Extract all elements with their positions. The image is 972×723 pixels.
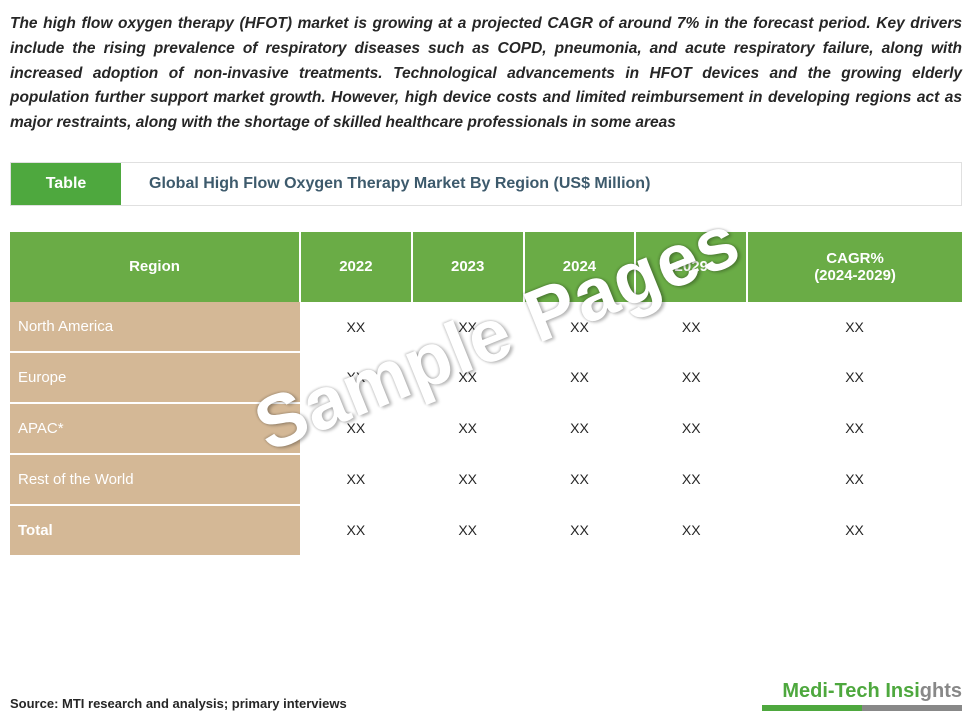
cell: XX [747,454,962,505]
cell: XX [635,352,747,403]
table-row: Rest of the World XX XX XX XX XX [10,454,962,505]
table-row: Europe XX XX XX XX XX [10,352,962,403]
cell: XX [524,403,636,454]
cell: XX [747,505,962,556]
cell: XX [300,403,412,454]
table-row: APAC* XX XX XX XX XX [10,403,962,454]
col-2024: 2024 [524,232,636,302]
col-2022: 2022 [300,232,412,302]
cell: XX [412,302,524,352]
cell: XX [635,454,747,505]
col-2023: 2023 [412,232,524,302]
cell-region: Europe [10,352,300,403]
cell: XX [412,505,524,556]
cell: XX [300,454,412,505]
col-cagr: CAGR% (2024-2029) [747,232,962,302]
cell-region: APAC* [10,403,300,454]
intro-paragraph: The high flow oxygen therapy (HFOT) mark… [10,12,962,136]
cell: XX [747,403,962,454]
cell: XX [635,403,747,454]
cell-region: North America [10,302,300,352]
market-table: Region 2022 2023 2024 2029 CAGR% (2024-2… [10,232,962,557]
cell: XX [747,352,962,403]
table-header-bar: Table Global High Flow Oxygen Therapy Ma… [10,162,962,206]
cell: XX [300,302,412,352]
brand-underline [762,705,962,711]
cell: XX [524,302,636,352]
cell-region: Total [10,505,300,556]
cell: XX [635,302,747,352]
col-2029: 2029 [635,232,747,302]
cell: XX [300,505,412,556]
source-text: Source: MTI research and analysis; prima… [10,696,347,711]
cell: XX [524,505,636,556]
table-row: North America XX XX XX XX XX [10,302,962,352]
cell: XX [300,352,412,403]
table-row-total: Total XX XX XX XX XX [10,505,962,556]
cell: XX [747,302,962,352]
brand-green: Medi-Tech Insi [782,680,919,702]
cell: XX [412,454,524,505]
cell: XX [635,505,747,556]
footer: Source: MTI research and analysis; prima… [10,680,962,711]
table-title: Global High Flow Oxygen Therapy Market B… [149,175,650,193]
col-region: Region [10,232,300,302]
table-badge: Table [11,163,121,205]
brand-name: Medi-Tech Insights [762,680,962,703]
table-head-row: Region 2022 2023 2024 2029 CAGR% (2024-2… [10,232,962,302]
cell: XX [412,352,524,403]
brand-logo: Medi-Tech Insights [762,680,962,711]
cell: XX [524,352,636,403]
cell-region: Rest of the World [10,454,300,505]
cell: XX [524,454,636,505]
cell: XX [412,403,524,454]
brand-grey: ghts [920,680,962,702]
